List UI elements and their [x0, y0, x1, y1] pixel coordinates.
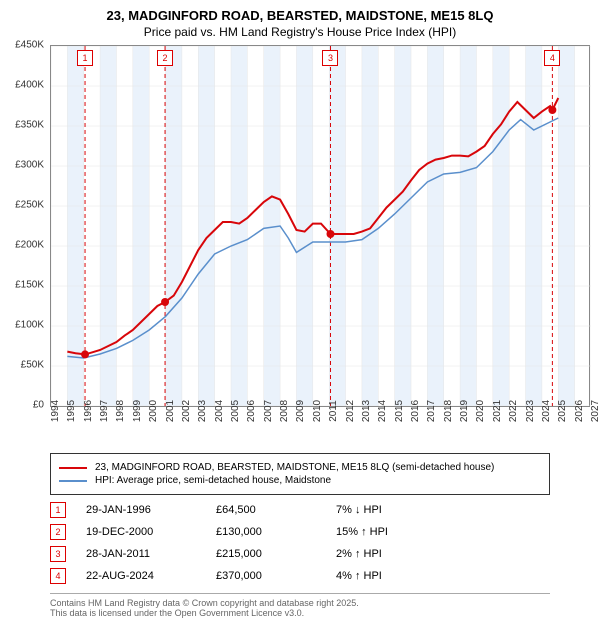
x-tick-label: 2015: [394, 400, 405, 422]
transaction-date: 28-JAN-2011: [86, 548, 216, 560]
y-tick-label: £300K: [15, 160, 44, 171]
x-tick-label: 2020: [475, 400, 486, 422]
x-tick-label: 2013: [361, 400, 372, 422]
y-tick-label: £400K: [15, 80, 44, 91]
x-tick-label: 2026: [574, 400, 585, 422]
transaction-diff: 15% ↑ HPI: [336, 526, 436, 538]
transaction-number: 2: [50, 524, 66, 540]
chart-container: 23, MADGINFORD ROAD, BEARSTED, MAIDSTONE…: [0, 0, 600, 618]
x-tick-label: 2005: [230, 400, 241, 422]
transaction-date: 19-DEC-2000: [86, 526, 216, 538]
transaction-price: £64,500: [216, 504, 336, 516]
y-axis: £0£50K£100K£150K£200K£250K£300K£350K£400…: [0, 45, 48, 405]
transaction-number: 3: [50, 546, 66, 562]
legend-item: HPI: Average price, semi-detached house,…: [59, 475, 541, 486]
x-tick-label: 2009: [295, 400, 306, 422]
x-tick-label: 1998: [115, 400, 126, 422]
chart-marker-2: 2: [157, 50, 173, 66]
x-tick-label: 2000: [148, 400, 159, 422]
x-tick-label: 2019: [459, 400, 470, 422]
x-tick-label: 2003: [197, 400, 208, 422]
x-tick-label: 1996: [83, 400, 94, 422]
legend-label: HPI: Average price, semi-detached house,…: [95, 475, 331, 486]
transaction-price: £215,000: [216, 548, 336, 560]
y-tick-label: £200K: [15, 240, 44, 251]
x-tick-label: 2018: [443, 400, 454, 422]
x-tick-label: 2025: [557, 400, 568, 422]
x-tick-label: 2024: [541, 400, 552, 422]
y-tick-label: £350K: [15, 120, 44, 131]
x-tick-label: 2017: [426, 400, 437, 422]
y-tick-label: £50K: [21, 360, 44, 371]
x-tick-label: 2002: [181, 400, 192, 422]
transaction-diff: 7% ↓ HPI: [336, 504, 436, 516]
transaction-row: 4 22-AUG-2024£370,0004% ↑ HPI: [50, 565, 550, 587]
transaction-diff: 4% ↑ HPI: [336, 570, 436, 582]
transaction-price: £370,000: [216, 570, 336, 582]
x-tick-label: 2010: [312, 400, 323, 422]
y-tick-label: £0: [33, 400, 44, 411]
transaction-row: 2 19-DEC-2000£130,00015% ↑ HPI: [50, 521, 550, 543]
plot-area: 1 2 3 4: [50, 45, 590, 407]
x-tick-label: 1994: [50, 400, 61, 422]
legend-swatch: [59, 480, 87, 482]
x-tick-label: 2004: [214, 400, 225, 422]
transaction-price: £130,000: [216, 526, 336, 538]
x-tick-label: 2011: [328, 400, 339, 422]
x-axis: 1994199519961997199819992000200120022003…: [50, 407, 590, 447]
chart-marker-3: 3: [322, 50, 338, 66]
transaction-date: 22-AUG-2024: [86, 570, 216, 582]
chart-marker-1: 1: [77, 50, 93, 66]
x-tick-label: 2022: [508, 400, 519, 422]
x-tick-label: 1999: [132, 400, 143, 422]
transactions-table: 129-JAN-1996£64,5007% ↓ HPI219-DEC-2000£…: [50, 499, 550, 587]
transaction-diff: 2% ↑ HPI: [336, 548, 436, 560]
x-tick-label: 1995: [66, 400, 77, 422]
x-tick-label: 2008: [279, 400, 290, 422]
footer-line2: This data is licensed under the Open Gov…: [50, 608, 550, 618]
x-tick-label: 1997: [99, 400, 110, 422]
x-tick-label: 2023: [525, 400, 536, 422]
footer-line1: Contains HM Land Registry data © Crown c…: [50, 598, 550, 608]
legend-item: 23, MADGINFORD ROAD, BEARSTED, MAIDSTONE…: [59, 462, 541, 473]
transaction-row: 1 29-JAN-1996£64,5007% ↓ HPI: [50, 499, 550, 521]
transaction-number: 1: [50, 502, 66, 518]
chart-svg: [51, 46, 591, 406]
y-tick-label: £250K: [15, 200, 44, 211]
legend-label: 23, MADGINFORD ROAD, BEARSTED, MAIDSTONE…: [95, 462, 494, 473]
footer: Contains HM Land Registry data © Crown c…: [50, 593, 550, 618]
x-tick-label: 2016: [410, 400, 421, 422]
transaction-number: 4: [50, 568, 66, 584]
x-tick-label: 2027: [590, 400, 600, 422]
x-tick-label: 2012: [345, 400, 356, 422]
y-tick-label: £100K: [15, 320, 44, 331]
x-tick-label: 2014: [377, 400, 388, 422]
transaction-row: 3 28-JAN-2011£215,0002% ↑ HPI: [50, 543, 550, 565]
y-tick-label: £450K: [15, 40, 44, 51]
x-tick-label: 2007: [263, 400, 274, 422]
x-tick-label: 2006: [246, 400, 257, 422]
chart-title: 23, MADGINFORD ROAD, BEARSTED, MAIDSTONE…: [0, 0, 600, 25]
transaction-date: 29-JAN-1996: [86, 504, 216, 516]
chart-subtitle: Price paid vs. HM Land Registry's House …: [0, 25, 600, 45]
x-tick-label: 2001: [165, 400, 176, 422]
y-tick-label: £150K: [15, 280, 44, 291]
x-tick-label: 2021: [492, 400, 503, 422]
chart-marker-4: 4: [544, 50, 560, 66]
legend-swatch: [59, 467, 87, 469]
legend: 23, MADGINFORD ROAD, BEARSTED, MAIDSTONE…: [50, 453, 550, 495]
